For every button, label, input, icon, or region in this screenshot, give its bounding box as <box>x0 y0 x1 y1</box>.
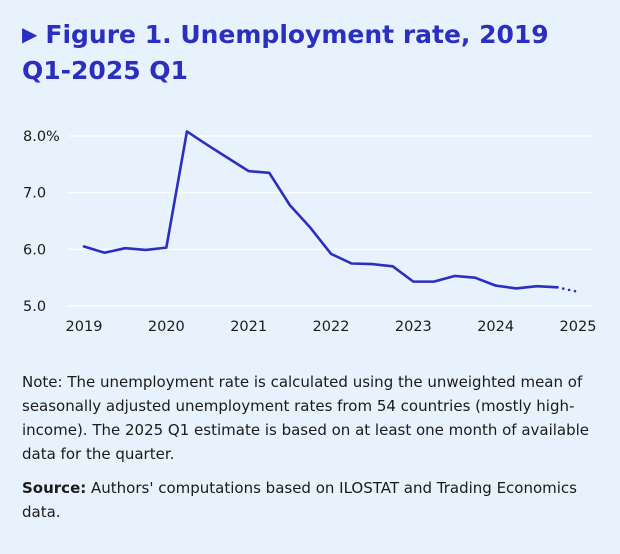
data-point <box>474 276 477 279</box>
data-point <box>350 262 353 265</box>
unemployment-line-chart: 5.06.07.08.0% 2019 2020 2021 2022 2023 2024 20… <box>23 129 597 335</box>
data-point <box>494 284 497 287</box>
data-point <box>144 249 147 252</box>
series-unemployment-rate <box>82 130 580 294</box>
data-point <box>515 287 518 290</box>
x-tick-label: 2024 <box>477 319 514 335</box>
series-line-actual <box>82 130 559 290</box>
chart-note: Note: The unemployment rate is calculate… <box>22 373 590 463</box>
data-point <box>186 130 189 133</box>
data-point <box>83 245 86 248</box>
data-point <box>309 226 312 229</box>
triangle-right-icon: ▶ <box>22 22 38 46</box>
x-tick-label: 2019 <box>66 319 103 335</box>
data-point <box>227 157 230 160</box>
y-tick-label: 8.0% <box>23 129 60 145</box>
x-axis-tick-labels: 2019 2020 2021 2022 2023 2024 2025 <box>66 319 597 335</box>
data-point <box>433 280 436 283</box>
data-point <box>103 251 106 254</box>
gridlines <box>68 135 592 307</box>
data-point <box>453 275 456 278</box>
y-axis-tick-labels: 5.0 6.0 7.0 8.0% <box>23 129 60 315</box>
series-line-estimate <box>556 286 580 294</box>
chart-source: Source: Authors' computations based on I… <box>22 476 607 524</box>
data-point <box>556 286 559 289</box>
chart-title-text: Figure 1. Unemployment rate, 2019 Q1-202… <box>22 20 549 85</box>
x-tick-label: 2025 <box>560 319 597 335</box>
data-point <box>412 280 415 283</box>
y-tick-label: 5.0 <box>23 299 46 315</box>
data-point <box>577 290 580 293</box>
x-tick-label: 2022 <box>313 319 350 335</box>
data-point <box>391 265 394 268</box>
data-point <box>206 144 209 147</box>
data-point <box>247 170 250 173</box>
y-tick-label: 7.0 <box>23 186 46 202</box>
x-tick-label: 2021 <box>230 319 267 335</box>
y-tick-label: 6.0 <box>23 242 46 258</box>
source-label: Source: <box>22 479 87 497</box>
data-point <box>371 263 374 266</box>
source-text: Authors' computations based on ILOSTAT a… <box>22 479 577 521</box>
x-tick-label: 2023 <box>395 319 432 335</box>
data-point <box>124 247 127 250</box>
x-tick-label: 2020 <box>148 319 185 335</box>
chart-title: ▶ Figure 1. Unemployment rate, 2019 Q1-20… <box>22 16 602 89</box>
data-point <box>535 285 538 288</box>
data-point <box>288 204 291 207</box>
data-point <box>165 246 168 249</box>
data-point <box>330 252 333 255</box>
data-point <box>268 171 271 174</box>
